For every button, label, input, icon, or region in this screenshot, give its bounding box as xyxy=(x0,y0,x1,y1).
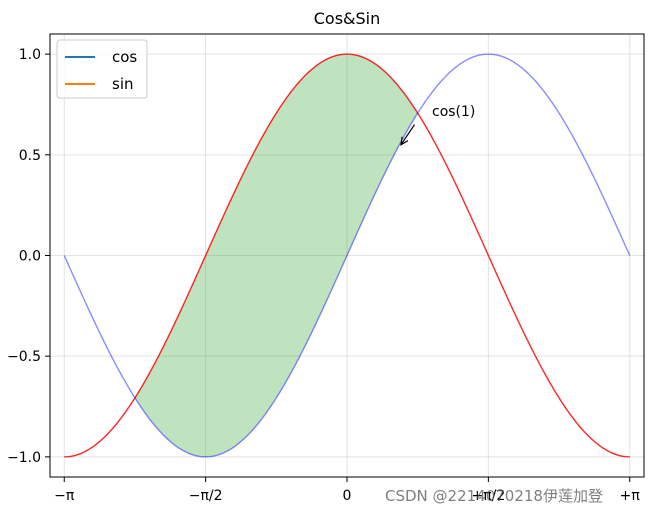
annotation: cos(1) xyxy=(400,104,475,146)
chart-title: Cos&Sin xyxy=(314,9,381,28)
x-tick-label: +π xyxy=(620,488,641,504)
fill-between-area xyxy=(134,54,418,457)
x-tick-label: −π xyxy=(54,488,75,504)
x-tick-label: −π/2 xyxy=(189,488,223,504)
annotation-arrow-shaft xyxy=(400,124,415,146)
series-line-cos xyxy=(64,53,630,458)
y-tick-label: −1.0 xyxy=(7,450,41,466)
grid xyxy=(50,34,644,477)
fill-region xyxy=(134,54,418,457)
y-tick-label: −0.5 xyxy=(7,349,41,365)
annotation-arrow-head xyxy=(400,136,409,146)
y-tick-label: 0.0 xyxy=(19,249,41,265)
y-tick-label: 0.5 xyxy=(19,148,41,164)
y-tick-label: 1.0 xyxy=(19,47,41,63)
legend-label-sin: sin xyxy=(112,75,134,93)
legend: cos sin xyxy=(56,39,148,99)
axis-ticks: −π −π/2 0 +π/2 +π −1.0 −0.5 0.0 0.5 1.0 xyxy=(7,47,640,504)
legend-label-cos: cos xyxy=(112,48,137,66)
series-line-sin xyxy=(63,53,631,458)
watermark: CSDN @2214070218伊莲加登 xyxy=(385,487,603,505)
x-tick-label: 0 xyxy=(343,488,352,504)
annotation-text: cos(1) xyxy=(432,104,475,120)
x-tick-label: +π/2 xyxy=(471,488,505,504)
series-lines xyxy=(63,53,631,458)
